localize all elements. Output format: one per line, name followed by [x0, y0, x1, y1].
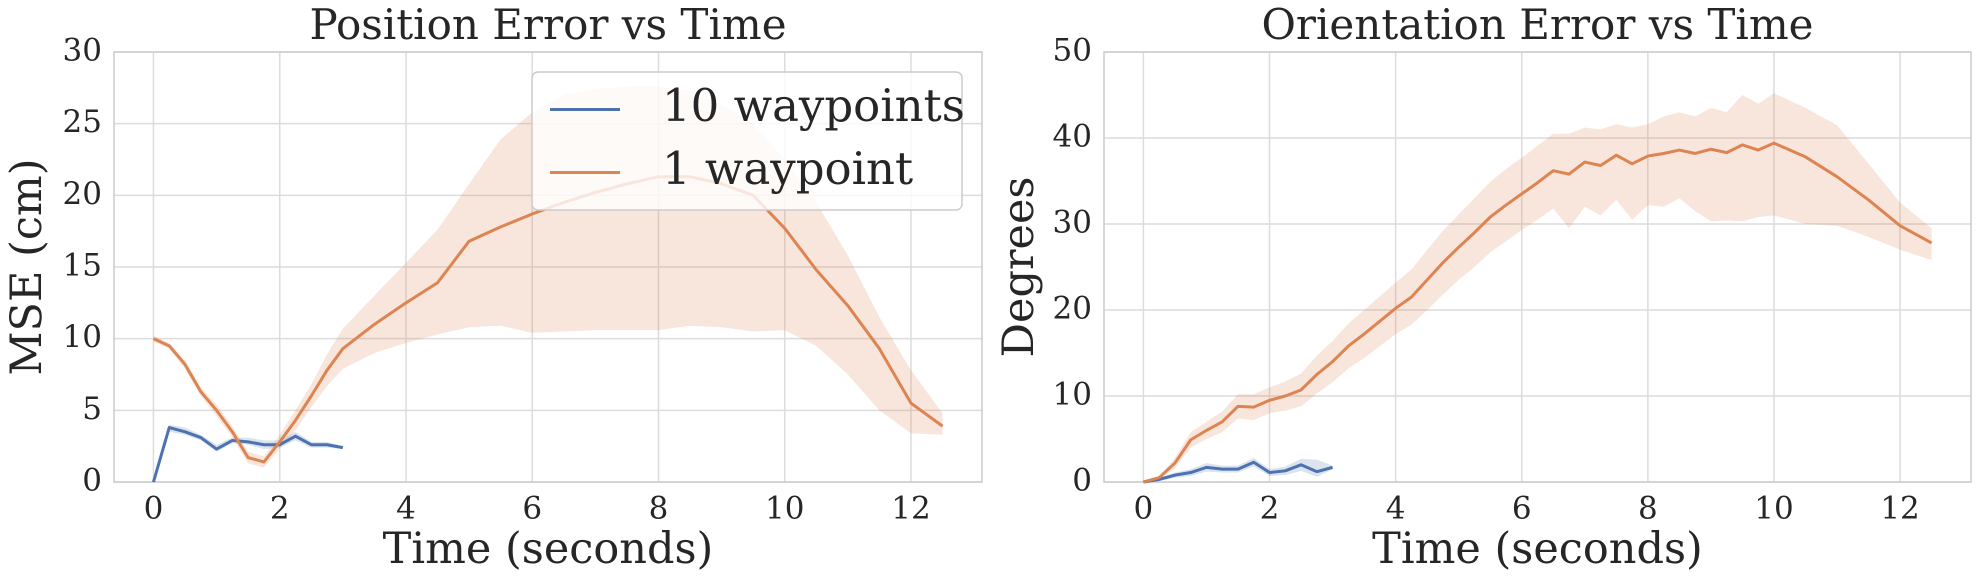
axes-frame — [1103, 51, 1972, 483]
y-axis-label: Degrees — [994, 177, 1044, 358]
y-tick-label: 20 — [63, 176, 102, 212]
x-tick-label: 10 — [1754, 491, 1793, 527]
x-tick-label: 0 — [1134, 491, 1154, 527]
y-tick-label: 25 — [63, 104, 102, 140]
y-tick-label: 30 — [1053, 205, 1092, 241]
x-tick-label: 2 — [270, 491, 290, 527]
x-tick-label: 10 — [765, 491, 804, 527]
plot-area — [1104, 52, 1971, 482]
x-tick-label: 4 — [1386, 491, 1406, 527]
series-line — [152, 175, 944, 464]
y-tick-label: 20 — [1053, 291, 1092, 327]
y-tick-label: 10 — [63, 319, 102, 355]
confidence-band — [1143, 93, 1932, 482]
x-tick-label: 12 — [891, 491, 930, 527]
y-tick-label: 0 — [1072, 463, 1092, 499]
chart-title: Orientation Error vs Time — [1261, 0, 1813, 49]
series-line — [1143, 460, 1333, 484]
x-tick-label: 8 — [649, 491, 669, 527]
series-line — [1143, 141, 1933, 484]
axes-frame — [113, 51, 983, 483]
series-line — [152, 426, 344, 483]
y-tick-label: 40 — [1053, 119, 1092, 155]
x-tick-label: 6 — [522, 491, 542, 527]
y-tick-label: 50 — [1053, 33, 1092, 69]
x-tick-label: 8 — [1638, 491, 1658, 527]
y-axis-label: MSE (cm) — [2, 159, 52, 376]
chart: 0 5 10 15 20 25 30 0 2 4 6 8 10 12 Position Error vs T… — [2, 0, 983, 574]
x-tick-label: 0 — [144, 491, 164, 527]
x-tick-label: 4 — [396, 491, 416, 527]
legend: 10 waypoints 1 waypoint — [531, 71, 965, 211]
y-tick-label: 30 — [63, 33, 102, 69]
y-tick-label: 5 — [82, 391, 102, 427]
x-axis-label: Time (seconds) — [1372, 524, 1703, 574]
y-tick-label: 15 — [63, 248, 102, 284]
x-tick-label: 12 — [1880, 491, 1919, 527]
y-tick-label: 10 — [1053, 377, 1092, 413]
x-tick-label: 6 — [1512, 491, 1532, 527]
legend-box — [531, 71, 963, 211]
legend-label: 1 waypoint — [662, 142, 913, 195]
y-tick-label: 0 — [82, 463, 102, 499]
chart: 0 10 20 30 40 50 0 2 4 6 8 10 12 Orientation Error vs… — [994, 0, 1972, 574]
x-tick-label: 2 — [1260, 491, 1280, 527]
x-axis-label: Time (seconds) — [383, 524, 714, 574]
legend-label: 10 waypoints — [662, 79, 965, 132]
chart-title: Position Error vs Time — [309, 0, 786, 49]
